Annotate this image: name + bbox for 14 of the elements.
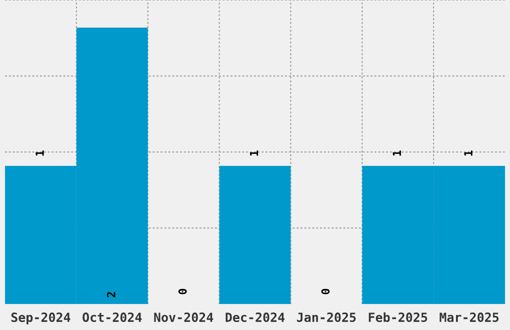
data-label: 1 — [464, 150, 472, 156]
x-tick-label: Sep-2024 — [11, 312, 70, 324]
data-label: 1 — [392, 150, 401, 156]
x-tick-label: Mar-2025 — [440, 312, 499, 322]
x-tick-label: Oct-2024 — [82, 312, 142, 322]
data-label: 2 — [106, 292, 116, 298]
data-label: 1 — [36, 150, 44, 156]
x-tick-label: Nov-2024 — [154, 312, 214, 322]
x-tick-label: Feb-2025 — [368, 312, 428, 322]
data-label: 0 — [178, 288, 187, 294]
data-label: 0 — [321, 288, 330, 294]
x-tick-label: Jan-2025 — [296, 312, 356, 322]
data-label: 1 — [250, 150, 258, 156]
x-tick-label: Dec-2024 — [226, 312, 285, 322]
